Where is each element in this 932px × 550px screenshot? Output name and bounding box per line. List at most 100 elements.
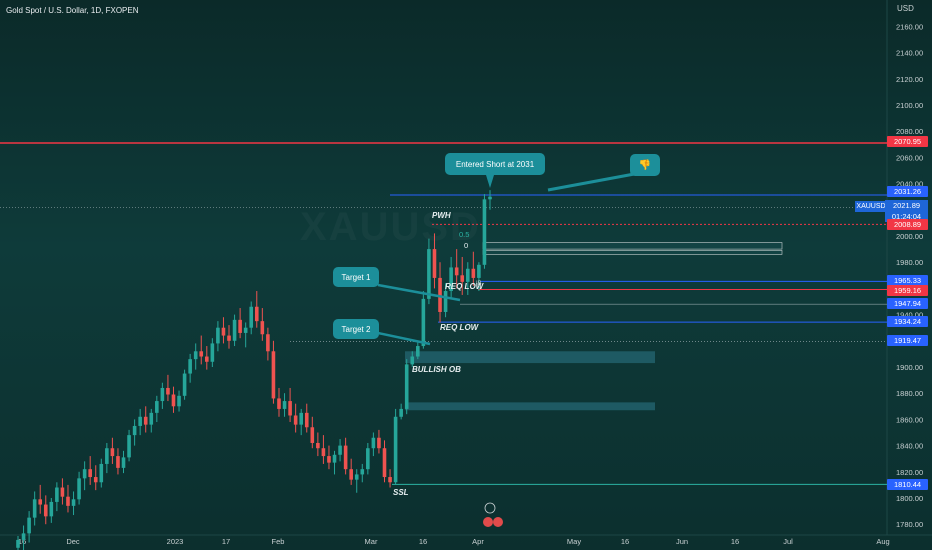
candle-body bbox=[199, 351, 204, 357]
y-tick-label: 2040.00 bbox=[896, 180, 923, 189]
candle-body bbox=[282, 401, 287, 409]
y-tick-label: 1900.00 bbox=[896, 363, 923, 372]
event-icon bbox=[493, 517, 503, 527]
price-tag-1810: 1810.44 bbox=[887, 479, 928, 490]
candle-body bbox=[321, 448, 326, 457]
price-tag-1947: 1947.94 bbox=[887, 298, 928, 309]
x-tick-label: Mar bbox=[365, 537, 378, 546]
x-tick-label: Apr bbox=[472, 537, 484, 546]
y-tick-label: 1780.00 bbox=[896, 520, 923, 529]
candle-body bbox=[449, 267, 453, 292]
callout-thumbs-down[interactable]: 👎 bbox=[630, 154, 660, 176]
candle-body bbox=[238, 319, 242, 333]
candle-body bbox=[21, 533, 26, 540]
candle-body bbox=[399, 408, 403, 417]
zone-box bbox=[405, 351, 655, 364]
candle-body bbox=[438, 277, 442, 312]
label-req-low-1: REQ LOW bbox=[445, 282, 485, 291]
y-tick-label: 1980.00 bbox=[896, 258, 923, 267]
candle-body bbox=[121, 457, 126, 468]
lightning-icon bbox=[484, 502, 496, 514]
candle-body bbox=[127, 435, 131, 458]
label-pwh: PWH bbox=[432, 211, 451, 220]
x-tick-label: 16 bbox=[621, 537, 629, 546]
candle-body bbox=[193, 351, 198, 360]
symbol-tag: XAUUSD bbox=[855, 201, 887, 212]
candle-body bbox=[382, 448, 387, 478]
candle-body bbox=[404, 364, 409, 409]
candle-body bbox=[366, 448, 370, 470]
candle-body bbox=[316, 442, 320, 449]
price-tag-2008: 2008.89 bbox=[887, 219, 928, 230]
candle-body bbox=[477, 264, 481, 278]
candle-body bbox=[55, 487, 59, 502]
candle-body bbox=[432, 249, 437, 278]
candle-body bbox=[388, 477, 392, 483]
candle-body bbox=[349, 469, 353, 480]
candle-body bbox=[377, 437, 381, 449]
y-tick-label: 1840.00 bbox=[896, 442, 923, 451]
currency-label: USD bbox=[897, 4, 914, 13]
candle-body bbox=[160, 387, 165, 402]
y-tick-label: 2100.00 bbox=[896, 101, 923, 110]
price-tag-1959: 1959.16 bbox=[887, 285, 928, 296]
candle-body bbox=[177, 395, 181, 407]
candle-body bbox=[332, 454, 337, 463]
candle-body bbox=[77, 478, 81, 500]
label-fib-05: 0.5 bbox=[459, 230, 469, 239]
x-tick-label: 17 bbox=[222, 537, 230, 546]
candle-body bbox=[410, 356, 415, 365]
candle-body bbox=[460, 275, 465, 282]
y-tick-label: 2140.00 bbox=[896, 49, 923, 58]
candle-body bbox=[210, 343, 215, 362]
candle-body bbox=[166, 387, 170, 395]
candle-body bbox=[227, 335, 231, 341]
price-tag-1965: 1965.33 bbox=[887, 275, 928, 286]
zone-box bbox=[482, 250, 783, 255]
candle-body bbox=[93, 477, 98, 483]
candle-body bbox=[232, 319, 237, 341]
candle-body bbox=[371, 437, 376, 449]
candle-body bbox=[254, 306, 259, 322]
candle-body bbox=[188, 359, 192, 374]
callout-pointer-emoji bbox=[547, 170, 646, 192]
price-tag-1934: 1934.24 bbox=[887, 316, 928, 327]
y-tick-label: 1860.00 bbox=[896, 415, 923, 424]
y-tick-label: 1940.00 bbox=[896, 311, 923, 320]
candle-body bbox=[421, 298, 426, 347]
candle-body bbox=[66, 496, 70, 506]
callout-pointer-entry bbox=[486, 175, 494, 188]
candle-body bbox=[49, 501, 54, 517]
candle-body bbox=[216, 327, 220, 344]
x-tick-label: Jun bbox=[676, 537, 688, 546]
candle-body bbox=[354, 474, 359, 480]
candle-body bbox=[71, 499, 76, 506]
price-tag-2070: 2070.95 bbox=[887, 136, 928, 147]
chart-title: Gold Spot / U.S. Dollar, 1D, FXOPEN bbox=[6, 6, 139, 15]
candle-body bbox=[171, 394, 176, 407]
candle-body bbox=[293, 415, 298, 425]
candle-body bbox=[110, 448, 115, 457]
x-tick-label: May bbox=[567, 537, 581, 546]
candle-body bbox=[338, 445, 342, 455]
callout-target-1[interactable]: Target 1 bbox=[333, 267, 379, 287]
candle-body bbox=[155, 401, 159, 413]
last-price: 2021.89 bbox=[892, 201, 921, 210]
y-tick-label: 2060.00 bbox=[896, 153, 923, 162]
x-tick-label: Jul bbox=[783, 537, 793, 546]
candle-body bbox=[105, 448, 109, 464]
label-req-low-2: REQ LOW bbox=[440, 323, 480, 332]
candle-body bbox=[16, 539, 20, 548]
y-tick-label: 1800.00 bbox=[896, 494, 923, 503]
callout-target-2[interactable]: Target 2 bbox=[333, 319, 379, 339]
callout-entered-short[interactable]: Entered Short at 2031 bbox=[445, 153, 545, 175]
callout-pointer-t1 bbox=[377, 283, 461, 302]
callout-pointer-t2 bbox=[377, 331, 431, 346]
candle-body bbox=[471, 268, 476, 278]
price-tag-2031: 2031.26 bbox=[887, 186, 928, 197]
candle-body bbox=[277, 398, 281, 409]
y-tick-label: 1880.00 bbox=[896, 389, 923, 398]
label-fib-0: 0 bbox=[464, 241, 468, 250]
candle-body bbox=[249, 306, 254, 328]
